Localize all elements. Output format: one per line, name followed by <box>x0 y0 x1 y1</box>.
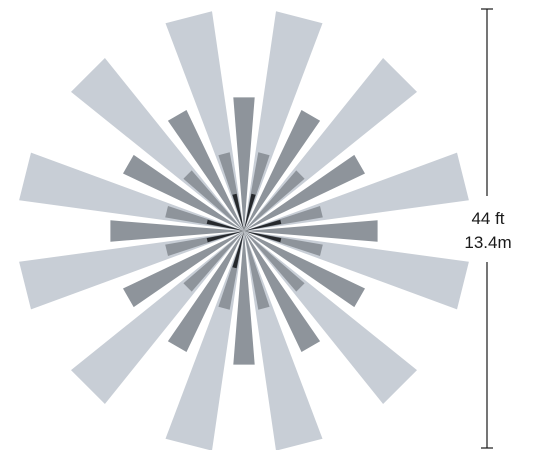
dimension-feet-label: 44 ft <box>471 209 504 228</box>
long-ray-7 <box>244 231 323 450</box>
core-ray-3 <box>244 219 282 231</box>
dimension-indicator: 44 ft 13.4m <box>464 8 512 449</box>
starburst-rays <box>19 11 469 450</box>
long-ray-inner-3 <box>244 170 305 231</box>
mid-ray-5 <box>244 231 365 308</box>
long-ray-inner-1 <box>218 152 244 231</box>
core-ray-5 <box>232 231 244 269</box>
long-ray-inner-9 <box>183 231 244 292</box>
long-ray-11 <box>19 152 244 231</box>
long-ray-inner-10 <box>165 231 244 256</box>
core-ray-6 <box>206 231 244 243</box>
long-ray-inner-2 <box>244 152 270 231</box>
long-ray-1 <box>165 11 244 231</box>
long-ray-2 <box>244 11 323 231</box>
mid-ray-1 <box>233 97 255 232</box>
long-ray-inner-8 <box>218 231 244 310</box>
mid-ray-9 <box>123 231 244 308</box>
mid-ray-12 <box>167 110 244 231</box>
long-ray-inner-5 <box>244 231 323 256</box>
mid-ray-7 <box>233 231 255 365</box>
long-ray-inner-11 <box>165 206 244 231</box>
long-ray-10 <box>19 231 244 310</box>
mid-ray-4 <box>244 220 378 242</box>
long-ray-8 <box>165 231 244 450</box>
long-ray-inner-6 <box>244 231 305 292</box>
core-ray-2 <box>244 193 256 231</box>
mid-ray-3 <box>244 154 365 231</box>
mid-ray-2 <box>244 110 321 231</box>
dimension-meters-label: 13.4m <box>464 233 511 252</box>
mid-ray-6 <box>244 231 321 352</box>
long-ray-5 <box>244 231 469 310</box>
core-ray-7 <box>206 219 244 231</box>
long-ray-inner-7 <box>244 231 270 310</box>
core-ray-1 <box>232 193 244 231</box>
long-ray-4 <box>244 152 469 231</box>
mid-ray-10 <box>110 220 245 242</box>
core-ray-4 <box>244 231 282 243</box>
mid-ray-11 <box>123 154 244 231</box>
mid-ray-8 <box>167 231 244 352</box>
long-ray-inner-4 <box>244 206 323 231</box>
long-ray-inner-12 <box>183 170 244 231</box>
